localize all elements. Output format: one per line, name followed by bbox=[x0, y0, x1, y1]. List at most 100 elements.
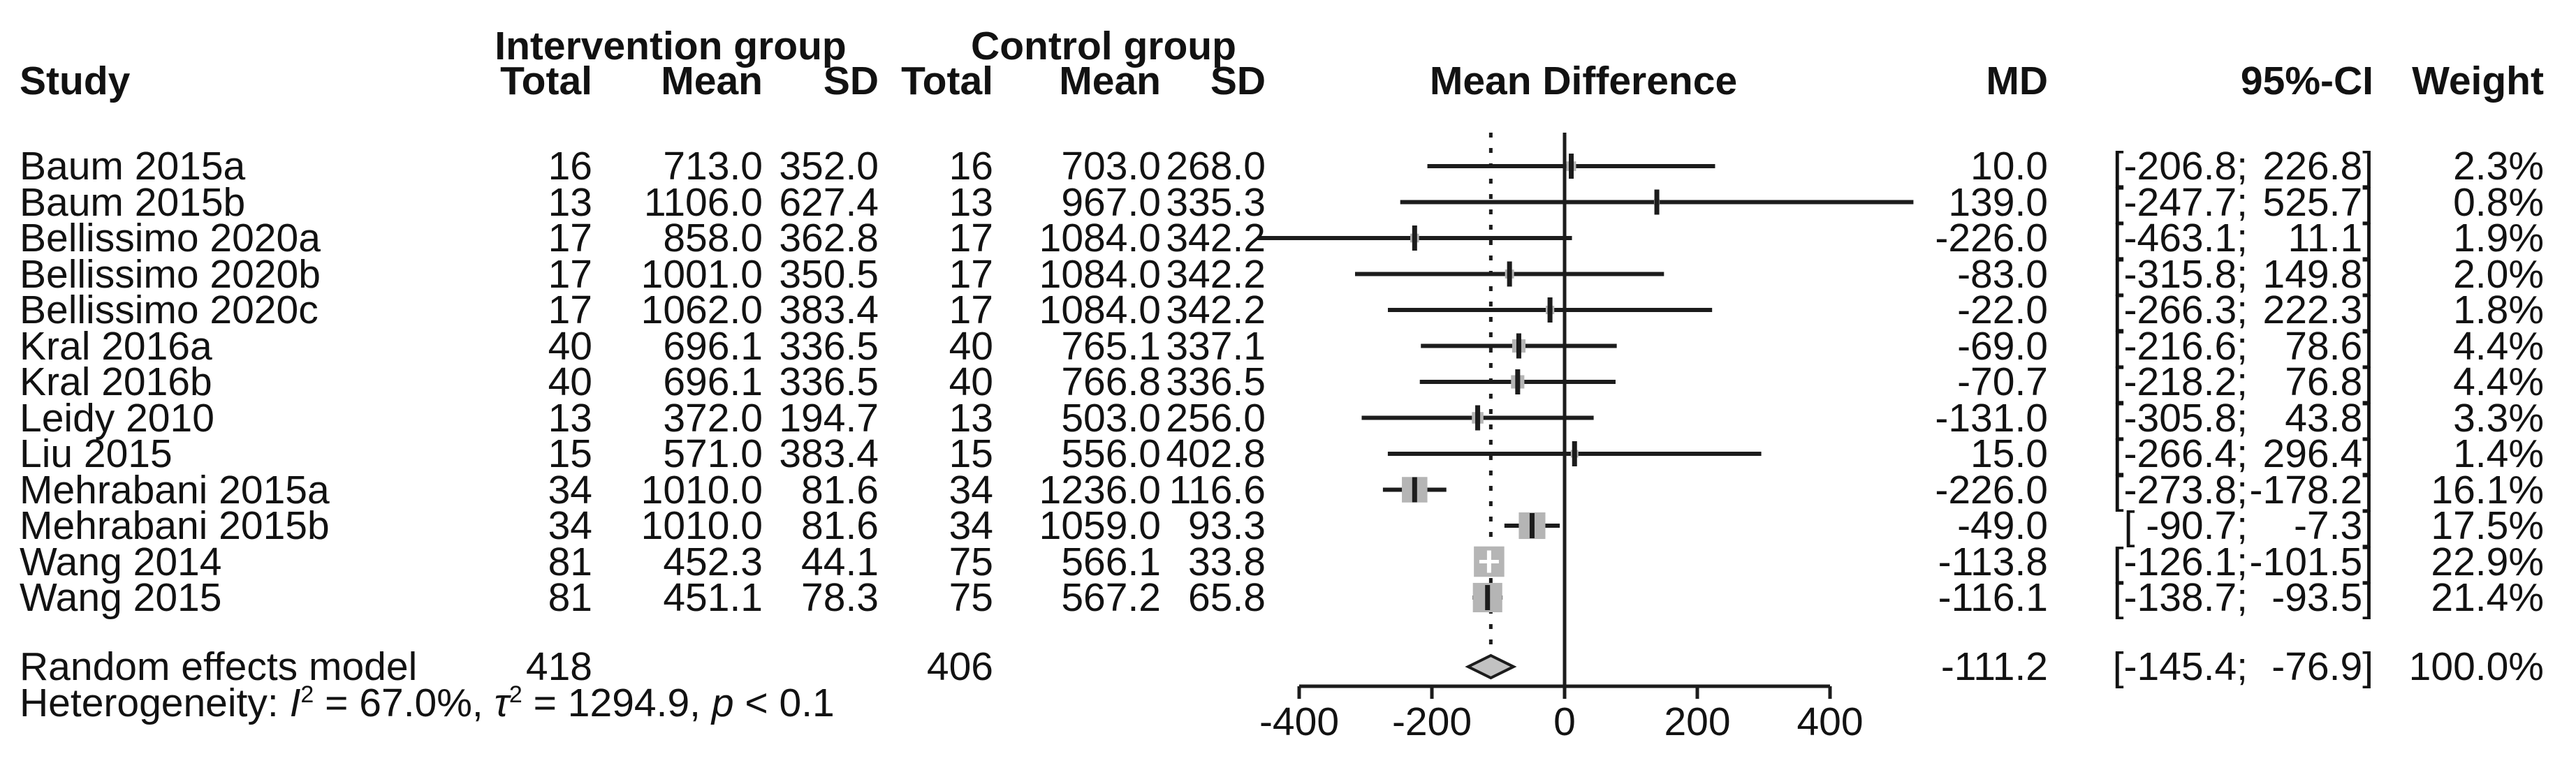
cell-intervention-sd: 336.5 bbox=[779, 323, 879, 369]
cell-intervention-sd: 383.4 bbox=[779, 431, 879, 476]
weight-column-header: Weight bbox=[2412, 59, 2544, 103]
cell-ci-high: 78.6] bbox=[2285, 323, 2373, 369]
cell-intervention-sd: 194.7 bbox=[779, 395, 879, 441]
effect-marker bbox=[1569, 154, 1574, 179]
cell-ci-high: 525.7] bbox=[2262, 179, 2373, 225]
heterogeneity-prefix: Heterogeneity: bbox=[20, 681, 290, 725]
study-name: Baum 2015a bbox=[20, 144, 246, 188]
i-squared-symbol: I bbox=[289, 681, 301, 725]
cell-intervention-total: 17 bbox=[548, 288, 592, 332]
cell-ci-low: [-305.8; bbox=[2112, 395, 2248, 441]
cell-ci-high: -93.5] bbox=[2271, 575, 2373, 620]
p-value: < 0.1 bbox=[733, 681, 835, 725]
cell-control-sd: 336.5 bbox=[1166, 360, 1266, 404]
cell-control-total: 17 bbox=[949, 251, 993, 297]
cell-ci-high: -7.3] bbox=[2293, 503, 2373, 548]
cell-control-mean: 567.2 bbox=[1061, 575, 1161, 620]
cell-weight: 22.9% bbox=[2431, 539, 2544, 584]
cell-intervention-total: 15 bbox=[548, 431, 592, 476]
tau-squared-symbol: τ bbox=[494, 681, 509, 725]
effect-marker bbox=[1412, 225, 1417, 251]
x-axis-tick-label: -200 bbox=[1391, 700, 1472, 744]
cell-control-sd: 116.6 bbox=[1169, 467, 1266, 512]
cell-weight: 1.9% bbox=[2453, 216, 2544, 260]
cell-weight: 0.8% bbox=[2453, 179, 2544, 225]
study-name: Mehrabani 2015b bbox=[20, 503, 330, 548]
cell-intervention-mean: 1010.0 bbox=[641, 467, 763, 512]
cell-ci-high: 149.8] bbox=[2262, 251, 2373, 297]
cell-ci-high: 226.8] bbox=[2262, 144, 2373, 188]
cell-control-sd: 33.8 bbox=[1188, 539, 1266, 584]
cell-intervention-mean: 571.0 bbox=[663, 431, 763, 476]
cell-control-mean: 1084.0 bbox=[1039, 288, 1161, 332]
cell-md: -113.8 bbox=[1938, 539, 2048, 584]
cell-intervention-total: 17 bbox=[548, 251, 592, 297]
p-symbol: p bbox=[711, 681, 734, 725]
study-column-header: Study bbox=[20, 59, 131, 103]
cell-md: -70.7 bbox=[1957, 360, 2048, 404]
effect-marker bbox=[1486, 550, 1491, 573]
effect-marker bbox=[1547, 297, 1553, 323]
cell-intervention-sd: 383.4 bbox=[779, 288, 879, 332]
cell-control-sd: 342.2 bbox=[1166, 216, 1266, 260]
cell-control-sd: 337.1 bbox=[1166, 323, 1266, 369]
cell-md: 10.0 bbox=[1970, 144, 2048, 188]
control-total-header: Total bbox=[901, 59, 993, 103]
cell-intervention-sd: 44.1 bbox=[801, 539, 879, 584]
cell-intervention-total: 40 bbox=[548, 323, 592, 369]
cell-intervention-mean: 858.0 bbox=[663, 216, 763, 260]
cell-control-sd: 335.3 bbox=[1166, 179, 1266, 225]
cell-control-sd: 402.8 bbox=[1166, 431, 1266, 476]
cell-md: -49.0 bbox=[1957, 503, 2048, 548]
tau-squared-value: = 1294.9, bbox=[522, 681, 712, 725]
cell-control-mean: 703.0 bbox=[1061, 144, 1161, 188]
cell-ci-low: [-218.2; bbox=[2112, 360, 2248, 404]
cell-intervention-sd: 352.0 bbox=[779, 144, 879, 188]
cell-weight: 2.0% bbox=[2453, 251, 2544, 297]
summary-ci-high-value: -76.9] bbox=[2271, 644, 2373, 689]
i-squared-exponent: 2 bbox=[300, 681, 314, 708]
cell-md: -226.0 bbox=[1935, 467, 2048, 512]
cell-control-total: 13 bbox=[949, 395, 993, 441]
summary-intervention-total: 418 bbox=[525, 644, 592, 689]
cell-intervention-sd: 350.5 bbox=[779, 251, 879, 297]
cell-md: 139.0 bbox=[1948, 179, 2048, 225]
cell-intervention-total: 16 bbox=[548, 144, 592, 188]
cell-intervention-total: 13 bbox=[548, 179, 592, 225]
cell-control-mean: 1084.0 bbox=[1039, 216, 1161, 260]
cell-intervention-total: 81 bbox=[548, 575, 592, 620]
cell-intervention-mean: 1010.0 bbox=[641, 503, 763, 548]
cell-intervention-mean: 372.0 bbox=[663, 395, 763, 441]
cell-control-total: 40 bbox=[949, 323, 993, 369]
control-group-header: Control group bbox=[971, 24, 1236, 68]
cell-control-sd: 342.2 bbox=[1166, 288, 1266, 332]
cell-control-total: 13 bbox=[949, 179, 993, 225]
cell-md: 15.0 bbox=[1970, 431, 2048, 476]
study-name: Bellissimo 2020c bbox=[20, 288, 319, 332]
cell-weight: 4.4% bbox=[2453, 323, 2544, 369]
study-name: Liu 2015 bbox=[20, 431, 173, 476]
x-axis-tick-label: 0 bbox=[1553, 700, 1576, 744]
md-column-header: MD bbox=[1986, 59, 2048, 103]
cell-ci-high: -178.2] bbox=[2249, 467, 2373, 512]
study-name: Kral 2016a bbox=[20, 323, 212, 369]
intervention-sd-header: SD bbox=[823, 59, 879, 103]
ci-column-header: 95%-CI bbox=[2240, 59, 2373, 103]
cell-intervention-mean: 1106.0 bbox=[643, 179, 763, 225]
cell-control-sd: 93.3 bbox=[1188, 503, 1266, 548]
cell-ci-low: [-216.6; bbox=[2112, 323, 2248, 369]
control-sd-header: SD bbox=[1210, 59, 1266, 103]
cell-control-mean: 1059.0 bbox=[1039, 503, 1161, 548]
cell-intervention-total: 17 bbox=[548, 216, 592, 260]
cell-control-mean: 1084.0 bbox=[1039, 251, 1161, 297]
cell-control-total: 15 bbox=[949, 431, 993, 476]
cell-intervention-sd: 627.4 bbox=[779, 179, 879, 225]
cell-intervention-total: 40 bbox=[548, 360, 592, 404]
cell-ci-high: 222.3] bbox=[2262, 288, 2373, 332]
cell-md: -69.0 bbox=[1957, 323, 2048, 369]
cell-ci-low: [-126.1; bbox=[2112, 539, 2248, 584]
cell-intervention-sd: 81.6 bbox=[801, 503, 879, 548]
cell-ci-high: 296.4] bbox=[2262, 431, 2373, 476]
study-name: Wang 2014 bbox=[20, 539, 222, 584]
cell-control-total: 17 bbox=[949, 216, 993, 260]
